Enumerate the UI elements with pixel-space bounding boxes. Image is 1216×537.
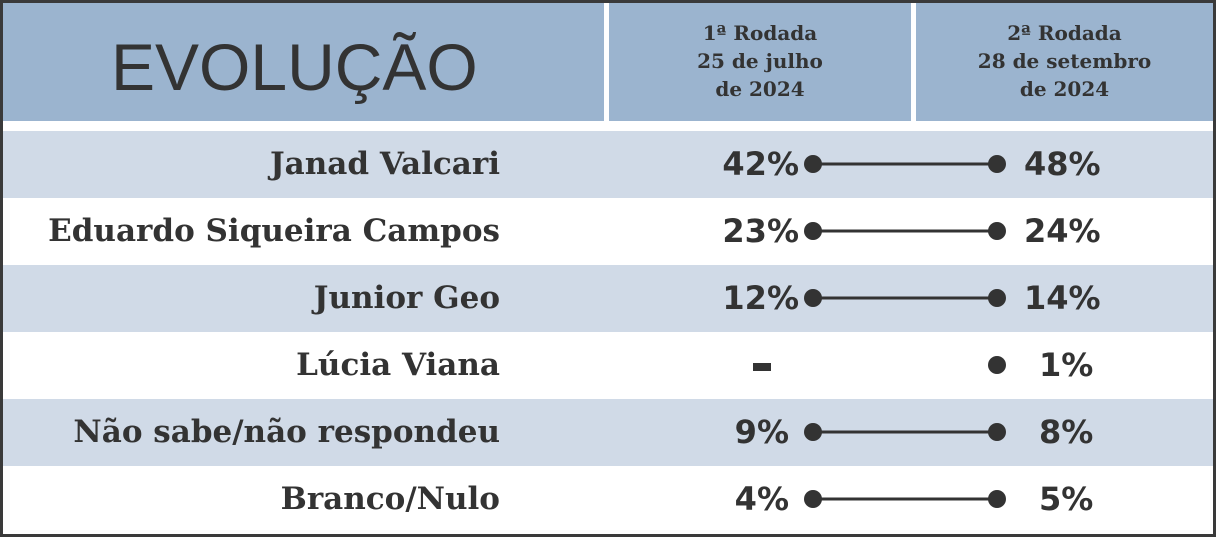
round-2-dot [988, 423, 1006, 441]
column-header-line: 1ª Rodada [702, 21, 818, 45]
round-1-dot [804, 155, 822, 173]
round-1-dot [804, 423, 822, 441]
row-label: Não sabe/não respondeu [73, 414, 500, 450]
round-1-value: 42% [722, 145, 799, 183]
round-1-value: 23% [722, 212, 799, 250]
table-row: Eduardo Siqueira Campos 23% 24% [3, 198, 1213, 265]
column-header-line: 28 de setembro [977, 49, 1152, 73]
round-2-value: 48% [1024, 145, 1101, 183]
column-header-line: 25 de julho [697, 49, 823, 73]
round-2-dot [988, 155, 1006, 173]
column-header-line: de 2024 [715, 77, 805, 101]
round-1-value: 4% [734, 480, 789, 518]
table-row: Branco/Nulo 4% 5% [3, 466, 1213, 533]
row-label: Lúcia Viana [296, 347, 500, 383]
header-separator [911, 3, 916, 121]
row-label: Janad Valcari [270, 146, 500, 182]
round-2-dot [988, 222, 1006, 240]
table-row: Não sabe/não respondeu 9% 8% [3, 399, 1213, 466]
row-label: Branco/Nulo [280, 481, 500, 517]
round-2-dot [988, 356, 1006, 374]
round-1-value: 12% [722, 279, 799, 317]
column-header-line: 2ª Rodada [1007, 21, 1122, 45]
round-1-dot [804, 490, 822, 508]
round-1-no-value-dash [753, 363, 771, 371]
header-separator [604, 3, 609, 121]
column-header-round-2: 2ª Rodada 28 de setembro de 2024 [916, 19, 1213, 109]
table-row: Junior Geo 12% 14% [3, 265, 1213, 332]
table-row: Lúcia Viana 1% [3, 332, 1213, 399]
row-label: Junior Geo [313, 280, 500, 316]
table-row: Janad Valcari 42% 48% [3, 131, 1213, 198]
header-divider [3, 121, 1213, 125]
round-1-dot [804, 289, 822, 307]
round-2-value: 24% [1024, 212, 1101, 250]
table-header: EVOLUÇÃO 1ª Rodada 25 de julho de 2024 2… [3, 3, 1213, 121]
round-2-dot [988, 490, 1006, 508]
round-2-value: 5% [1039, 480, 1094, 518]
round-2-dot [988, 289, 1006, 307]
table-title: EVOLUÇÃO [111, 30, 478, 104]
round-1-dot [804, 222, 822, 240]
column-header-line: de 2024 [1019, 77, 1110, 101]
row-label: Eduardo Siqueira Campos [48, 213, 500, 249]
round-2-value: 8% [1039, 413, 1094, 451]
round-2-value: 1% [1039, 346, 1094, 384]
round-2-value: 14% [1024, 279, 1101, 317]
connector-layer [804, 155, 1006, 508]
round-1-value: 9% [734, 413, 789, 451]
column-header-round-1: 1ª Rodada 25 de julho de 2024 [609, 19, 911, 109]
